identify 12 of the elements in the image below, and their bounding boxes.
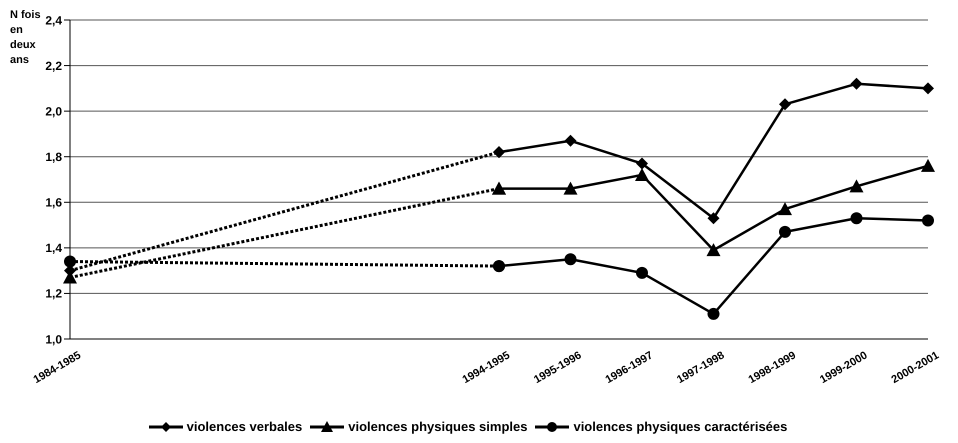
y-axis-title: N fois en deux ans [10,8,42,68]
y-tick-label: 1,0 [45,332,62,346]
legend-label: violences verbales [186,419,302,434]
y-tick-label: 1,4 [45,241,62,256]
y-tick-label: 2,4 [45,13,62,28]
y-tick-label: 1,6 [45,196,62,210]
y-tick-label: 2,2 [45,58,62,73]
legend-label: violences physiques caractérisées [573,419,788,434]
y-tick-label: 1,8 [45,150,62,164]
y-tick-label: 1,2 [45,286,62,301]
legend-label: violences physiques simples [348,419,528,434]
y-tick-label: 2,0 [45,104,62,118]
